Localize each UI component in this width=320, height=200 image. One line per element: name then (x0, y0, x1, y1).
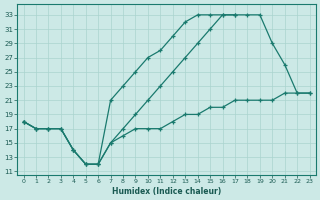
X-axis label: Humidex (Indice chaleur): Humidex (Indice chaleur) (112, 187, 221, 196)
